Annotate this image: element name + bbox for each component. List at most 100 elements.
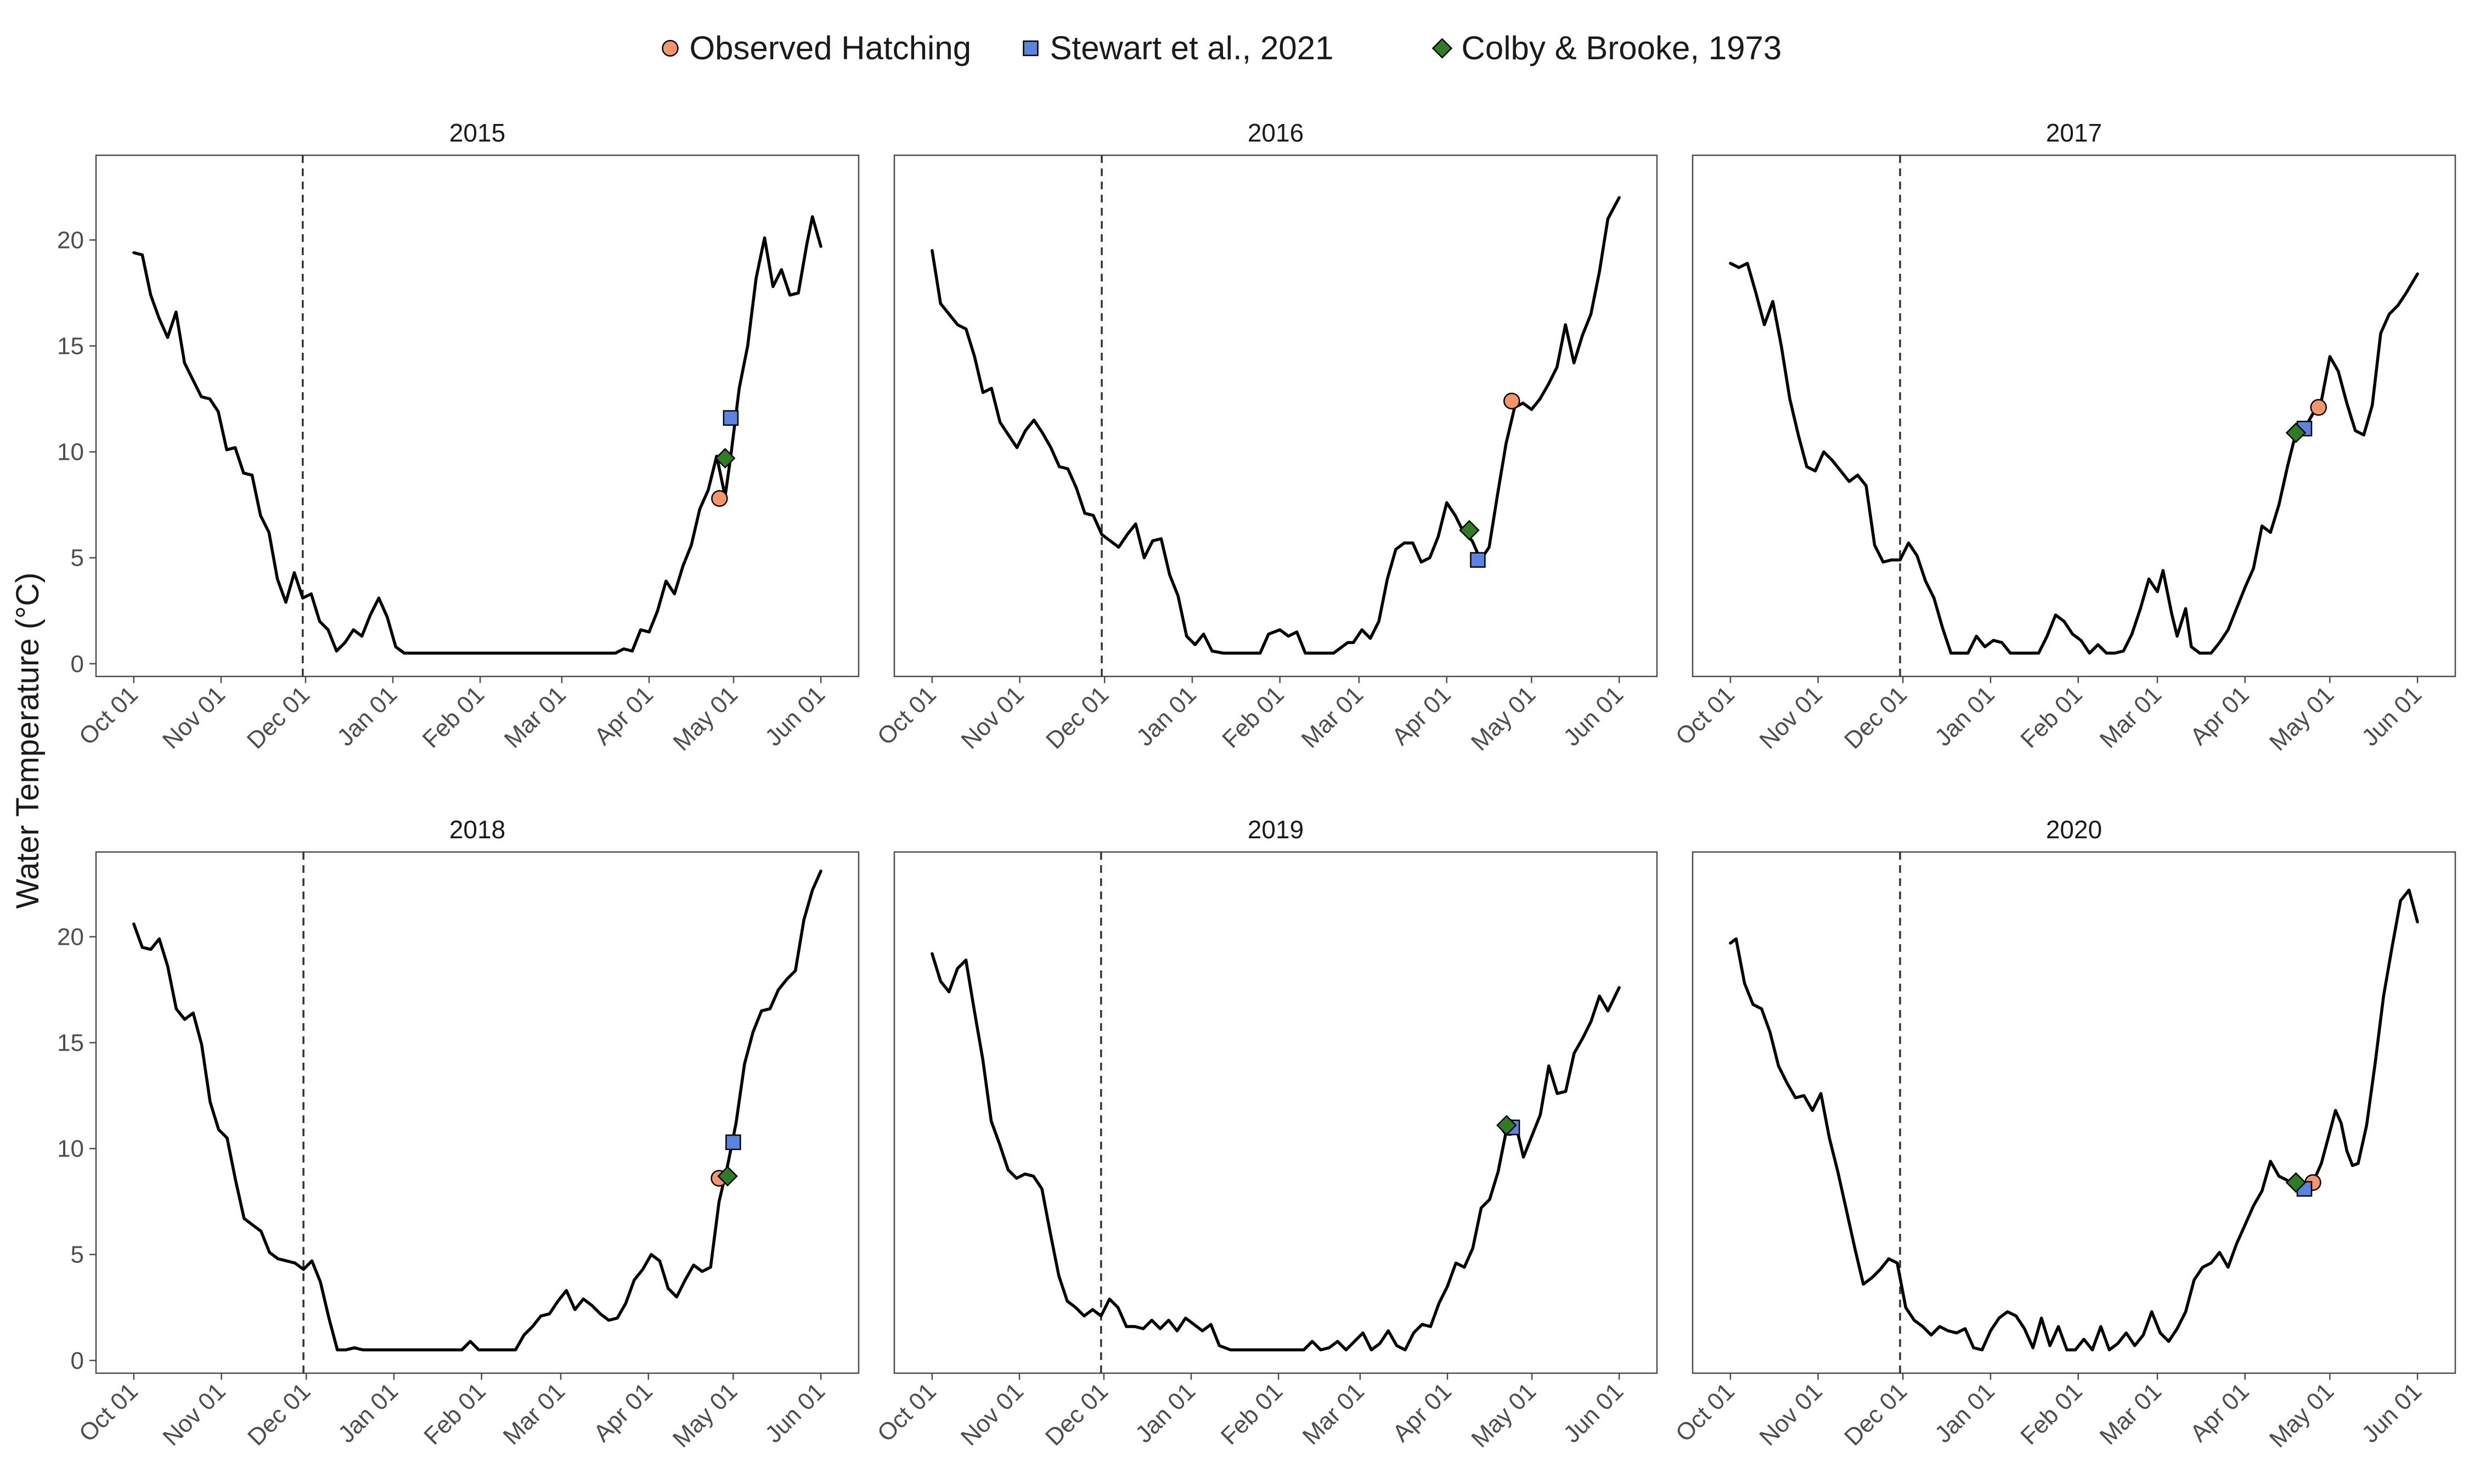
x-tick-label: Oct 01 bbox=[74, 681, 143, 750]
temperature-line bbox=[132, 870, 822, 1352]
x-tick-label: Feb 01 bbox=[1217, 681, 1289, 753]
panel-title: 2019 bbox=[1248, 815, 1304, 844]
x-tick-label: Apr 01 bbox=[1387, 681, 1456, 750]
x-tick-label: Mar 01 bbox=[498, 1378, 570, 1449]
marker-colby-brooke-1973 bbox=[1496, 1115, 1517, 1136]
panel-title: 2020 bbox=[2046, 815, 2102, 844]
x-tick-label: Nov 01 bbox=[956, 681, 1029, 754]
x-tick-label: Jun 01 bbox=[1558, 1378, 1628, 1448]
x-tick-label: Jan 01 bbox=[1930, 1378, 2000, 1448]
y-tick-label: 20 bbox=[57, 227, 84, 253]
panel-2016: 2016 Oct 01 Nov 01 Dec 01 Jan 01 Feb 01 Mar 01… bbox=[872, 119, 1658, 756]
x-tick-label: Nov 01 bbox=[1754, 681, 1827, 754]
x-tick-label: Jun 01 bbox=[2357, 1378, 2427, 1448]
x-tick-label: Dec 01 bbox=[1040, 1378, 1113, 1451]
panel-title: 2016 bbox=[1248, 119, 1304, 147]
marker-colby-brooke-1973 bbox=[1459, 520, 1480, 541]
x-tick-label: Apr 01 bbox=[589, 681, 658, 750]
x-tick-label: Mar 01 bbox=[499, 681, 571, 753]
x-tick-label: May 01 bbox=[1466, 1378, 1541, 1453]
x-tick-label: Jan 01 bbox=[1131, 681, 1202, 751]
x-tick-label: May 01 bbox=[2264, 1378, 2340, 1453]
x-tick-label: Dec 01 bbox=[1839, 681, 1912, 754]
temperature-line bbox=[931, 196, 1621, 655]
x-tick-label: Apr 01 bbox=[1388, 1378, 1457, 1447]
x-tick-label: Dec 01 bbox=[1839, 1378, 1912, 1451]
panel-2020: 2020 Oct 01 Nov 01 Dec 01 Jan 01 Feb 01 Mar 01… bbox=[1671, 815, 2456, 1453]
x-tick-label: Jan 01 bbox=[332, 681, 402, 751]
marker-colby-brooke-1973 bbox=[2285, 422, 2307, 443]
temperature-line bbox=[931, 952, 1621, 1352]
y-tick-label: 15 bbox=[57, 1030, 84, 1057]
panel-title: 2015 bbox=[449, 119, 505, 147]
x-tick-label: Mar 01 bbox=[2095, 681, 2167, 753]
marker-stewart-et-al-2021 bbox=[725, 1134, 741, 1150]
legend-item: Stewart et al., 2021 bbox=[1023, 30, 1334, 66]
panel-2019: 2019 Oct 01 Nov 01 Dec 01 Jan 01 Feb 01 Mar 01… bbox=[872, 815, 1658, 1453]
legend-item: Colby & Brooke, 1973 bbox=[1431, 30, 1782, 66]
x-tick-label: Apr 01 bbox=[2185, 1378, 2254, 1447]
marker-observed-hatching bbox=[711, 490, 728, 507]
marker-observed-hatching bbox=[1503, 392, 1520, 410]
x-tick-label: Oct 01 bbox=[872, 1378, 942, 1447]
legend-label: Stewart et al., 2021 bbox=[1050, 30, 1334, 66]
panel-title: 2017 bbox=[2046, 119, 2102, 147]
marker-colby-brooke-1973 bbox=[714, 448, 736, 469]
x-tick-label: Apr 01 bbox=[2185, 681, 2254, 750]
y-tick-label: 5 bbox=[71, 545, 84, 572]
x-tick-label: Jun 01 bbox=[1558, 681, 1628, 751]
y-tick-label: 10 bbox=[57, 439, 84, 466]
y-tick-label: 5 bbox=[71, 1242, 84, 1268]
legend-item: Observed Hatching bbox=[662, 30, 972, 66]
x-tick-label: Dec 01 bbox=[243, 1378, 315, 1451]
panel-2018: 2018 0 5 10 15 20 Oct 01 Nov 01 Dec 01 Jan 01 Feb … bbox=[57, 815, 860, 1453]
temperature-line bbox=[132, 215, 822, 655]
panel-border bbox=[1692, 154, 2456, 678]
panel-2015: 2015 0 5 10 15 20 Oct 01 Nov 01 Dec 01 Jan 01 Feb … bbox=[57, 119, 860, 756]
x-tick-label: Feb 01 bbox=[419, 1378, 491, 1450]
y-tick-label: 0 bbox=[71, 1347, 84, 1374]
y-axis-title: Water Temperature (°C) bbox=[10, 572, 46, 909]
marker-stewart-et-al-2021 bbox=[723, 410, 739, 426]
panel-border bbox=[893, 154, 1658, 678]
x-tick-label: Feb 01 bbox=[2015, 1378, 2088, 1450]
x-tick-label: Nov 01 bbox=[956, 1378, 1029, 1451]
x-tick-label: Nov 01 bbox=[157, 681, 230, 754]
x-tick-label: Feb 01 bbox=[418, 681, 490, 753]
x-tick-label: Jan 01 bbox=[1930, 681, 2000, 751]
marker-stewart-et-al-2021 bbox=[1470, 552, 1486, 568]
panel-title: 2018 bbox=[449, 815, 505, 844]
marker-observed-hatching bbox=[2310, 399, 2327, 416]
x-tick-label: May 01 bbox=[668, 1378, 743, 1453]
x-tick-label: May 01 bbox=[668, 681, 743, 756]
x-tick-label: Dec 01 bbox=[242, 681, 315, 754]
x-tick-label: Oct 01 bbox=[1671, 681, 1740, 750]
y-tick-label: 20 bbox=[57, 923, 84, 950]
legend-label: Observed Hatching bbox=[690, 30, 972, 66]
y-tick-label: 0 bbox=[71, 651, 84, 678]
panel-border bbox=[95, 154, 860, 678]
panel-border bbox=[95, 851, 860, 1374]
temperature-line bbox=[1729, 262, 2419, 655]
x-tick-label: May 01 bbox=[2264, 681, 2340, 756]
x-tick-label: Dec 01 bbox=[1041, 681, 1114, 754]
marker-colby-brooke-1973 bbox=[2285, 1172, 2307, 1193]
legend-diamond-icon bbox=[1431, 38, 1453, 59]
panel-border bbox=[1692, 851, 2456, 1374]
legend-square-icon bbox=[1023, 40, 1039, 57]
x-tick-label: Mar 01 bbox=[1296, 681, 1368, 753]
x-tick-label: Mar 01 bbox=[1298, 1378, 1369, 1449]
temperature-line bbox=[1729, 888, 2419, 1352]
x-tick-label: Nov 01 bbox=[157, 1378, 230, 1451]
x-tick-label: Oct 01 bbox=[1671, 1378, 1740, 1447]
x-tick-label: Oct 01 bbox=[74, 1378, 143, 1447]
x-tick-label: May 01 bbox=[1466, 681, 1541, 756]
x-tick-label: Jun 01 bbox=[760, 681, 830, 751]
x-tick-label: Nov 01 bbox=[1754, 1378, 1827, 1451]
legend: Observed Hatching Stewart et al., 2021 Col… bbox=[662, 30, 1782, 66]
marker-colby-brooke-1973 bbox=[717, 1166, 738, 1187]
x-tick-label: Apr 01 bbox=[589, 1378, 658, 1447]
